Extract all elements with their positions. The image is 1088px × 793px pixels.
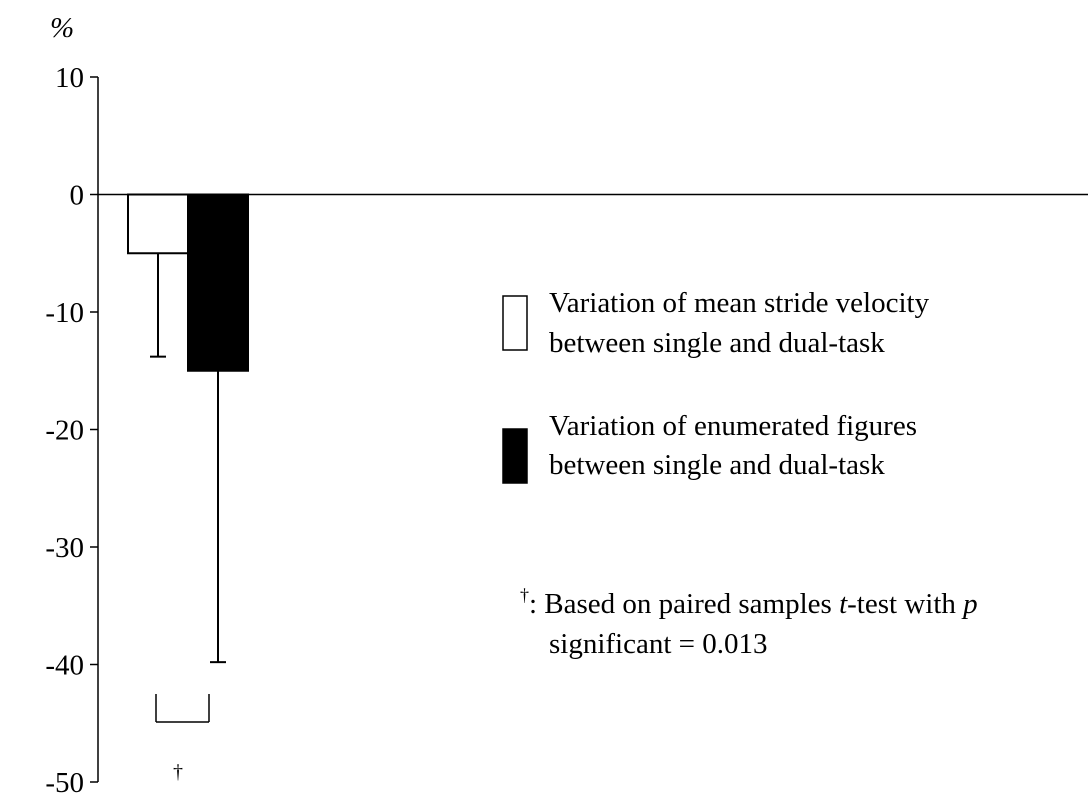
legend-label-enumerated-figures-line1: Variation of enumerated figures [549,410,917,442]
significance-bracket: † [155,694,210,783]
bar-enumerated-figures [187,193,249,372]
significance-dagger: † [173,761,183,783]
note-text-a: : Based on paired samples [529,588,839,620]
bar-stride-velocity [127,193,189,255]
note-t-italic: t [839,588,848,620]
note-p-italic: p [961,588,978,620]
legend-label-stride-velocity-line1: Variation of mean stride velocity [549,287,930,319]
note-text-b: -test with [847,588,963,620]
y-unit-label: % [50,12,74,44]
y-tick-label: -30 [45,532,84,564]
legend-swatch-stride-velocity [502,295,528,351]
bars-group [127,193,249,664]
legend-label-enumerated-figures-line2: between single and dual-task [549,449,885,481]
note-dagger: † [520,585,529,605]
legend-label-stride-velocity-line2: between single and dual-task [549,327,885,359]
note-line1: †: Based on paired samples t-test with p [520,585,978,620]
legend-swatch-enumerated-figures [502,428,528,484]
significance-note: †: Based on paired samples t-test with p… [520,585,978,660]
y-axis-ticks: 10 0 -10 -20 -30 -40 -50 [45,62,98,793]
y-tick-label: -40 [45,650,84,682]
y-tick-label: -10 [45,297,84,329]
y-tick-label: -20 [45,415,84,447]
legend: Variation of mean stride velocity betwee… [502,287,930,484]
note-line2: significant = 0.013 [549,628,768,660]
y-tick-label: 10 [55,62,84,94]
y-tick-label: -50 [45,767,84,793]
y-tick-label: 0 [70,180,85,212]
